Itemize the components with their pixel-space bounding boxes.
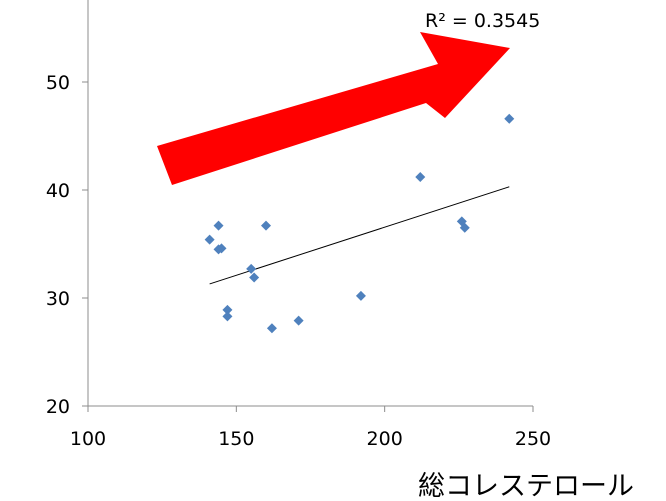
data-point <box>213 220 224 231</box>
data-point <box>246 263 257 274</box>
annotation-arrow-group <box>157 32 510 185</box>
r-squared-label: R² = 0.3545 <box>425 10 540 32</box>
data-point <box>261 220 271 231</box>
trendline-group <box>209 186 510 285</box>
data-point <box>459 222 470 233</box>
data-point <box>222 304 233 315</box>
tick-labels: 100 150 200 250 20 30 40 50 <box>46 72 551 450</box>
data-point <box>204 234 215 245</box>
data-point <box>293 315 304 326</box>
data-point <box>266 323 277 334</box>
trendline <box>209 186 510 285</box>
x-tick-label: 200 <box>367 428 403 450</box>
y-tick-label: 30 <box>46 288 70 310</box>
axes <box>87 0 533 407</box>
data-point <box>216 243 227 254</box>
x-tick-label: 250 <box>515 428 551 450</box>
x-tick-label: 150 <box>218 428 254 450</box>
trend-arrow-annotation <box>157 32 510 185</box>
data-points <box>204 113 515 334</box>
x-axis-label: 総コレステロール <box>418 471 634 501</box>
y-tick-label: 40 <box>46 180 70 202</box>
data-point <box>249 272 260 283</box>
y-tick-label: 20 <box>46 396 70 418</box>
data-point <box>355 290 366 301</box>
data-point <box>504 113 515 124</box>
y-tick-label: 50 <box>46 72 70 94</box>
data-point <box>415 172 426 183</box>
x-tick-label: 100 <box>70 428 106 450</box>
data-point <box>222 311 233 322</box>
